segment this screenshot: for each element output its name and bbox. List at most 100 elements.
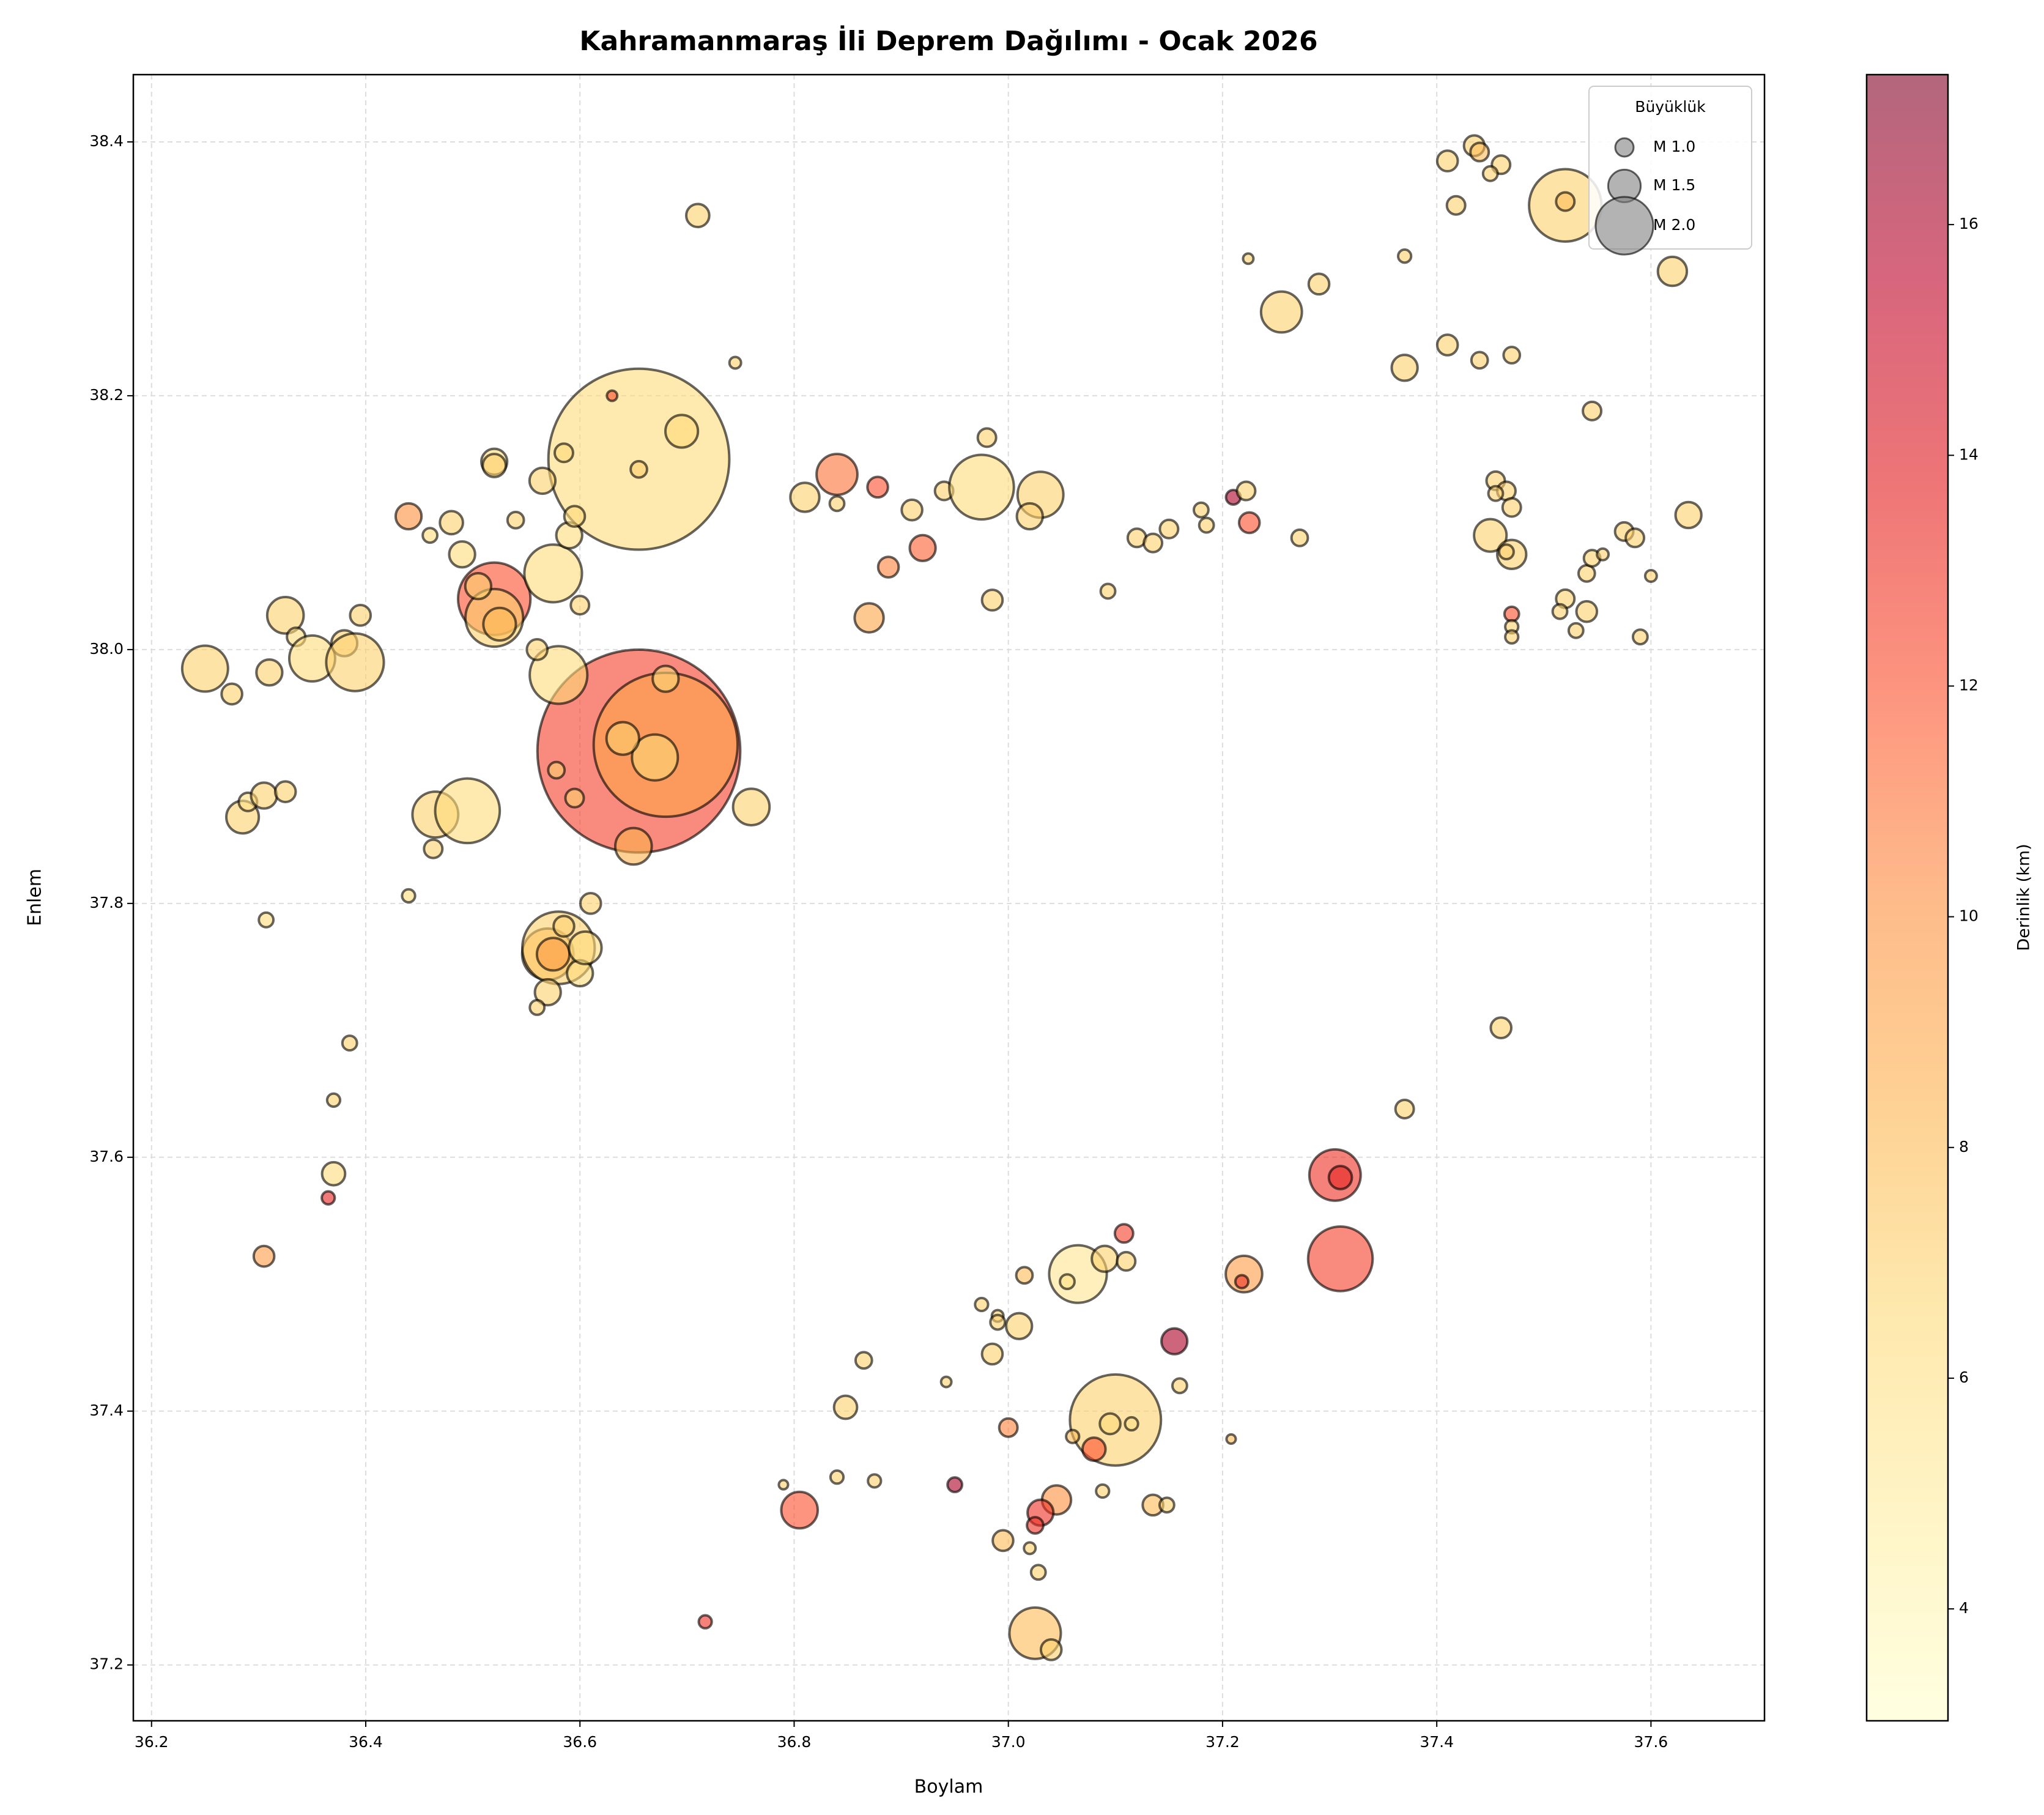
chart-title: Kahramanmaraş İli Deprem Dağılımı - Ocak… xyxy=(579,24,1317,57)
legend-marker xyxy=(1614,137,1635,158)
legend-label: M 1.5 xyxy=(1653,176,1695,194)
earthquake-bubble xyxy=(1015,1266,1034,1285)
earthquake-bubble xyxy=(1306,1225,1374,1293)
plot-frame xyxy=(132,73,1766,1722)
earthquake-bubble xyxy=(1502,346,1522,365)
earthquake-bubble xyxy=(876,555,900,579)
earthquake-bubble xyxy=(1095,1483,1111,1499)
earthquake-bubble xyxy=(1481,165,1499,182)
earthquake-bubble xyxy=(552,915,576,938)
earthquake-bubble xyxy=(1026,1516,1045,1535)
earthquake-bubble xyxy=(631,733,679,782)
earthquake-bubble xyxy=(533,978,562,1007)
earthquake-bubble xyxy=(1327,1165,1353,1190)
earthquake-bubble xyxy=(1113,1223,1135,1244)
x-tick-label: 37.2 xyxy=(1205,1733,1240,1751)
earthquake-bubble xyxy=(325,632,385,692)
earthquake-bubble xyxy=(1631,628,1649,646)
x-tick-label: 36.8 xyxy=(777,1733,812,1751)
earthquake-bubble xyxy=(1445,195,1467,216)
earthquake-bubble xyxy=(1234,1274,1250,1290)
earthquake-bubble xyxy=(341,1034,358,1052)
earthquake-bubble xyxy=(1577,564,1596,583)
earthquake-bubble xyxy=(325,1092,342,1108)
earthquake-bubble xyxy=(731,787,771,826)
earthquake-bubble xyxy=(1059,1273,1076,1291)
x-tick-label: 36.4 xyxy=(349,1733,383,1751)
earthquake-bubble xyxy=(448,540,476,569)
earthquake-bubble xyxy=(1394,1098,1415,1119)
earthquake-bubble xyxy=(569,595,591,616)
earthquake-bubble xyxy=(1242,252,1255,265)
earthquake-bubble xyxy=(946,1476,964,1494)
x-tick-label: 36.6 xyxy=(563,1733,597,1751)
earthquake-bubble xyxy=(605,721,640,756)
earthquake-bubble xyxy=(948,453,1015,521)
colorbar-tick-label: 12 xyxy=(1959,676,1979,694)
earthquake-bubble xyxy=(853,602,885,634)
earthquake-bubble xyxy=(481,453,507,478)
earthquake-bubble xyxy=(1160,1327,1189,1356)
earthquake-bubble xyxy=(579,892,602,915)
y-tick-label: 38.2 xyxy=(89,386,124,404)
earthquake-bubble xyxy=(1124,1416,1139,1432)
x-tick-label: 36.2 xyxy=(135,1733,169,1751)
earthquake-bubble xyxy=(423,838,444,859)
earthquake-bubble xyxy=(525,638,549,661)
earthquake-bubble xyxy=(553,442,574,464)
earthquake-bubble xyxy=(564,787,585,809)
colorbar-tick-label: 14 xyxy=(1959,445,1979,463)
y-tick-label: 37.6 xyxy=(89,1148,124,1165)
legend-label: M 1.0 xyxy=(1653,138,1695,155)
earthquake-bubble xyxy=(777,1479,790,1491)
earthquake-bubble xyxy=(1551,603,1569,620)
earthquake-bubble xyxy=(866,475,889,499)
legend-marker xyxy=(1594,196,1654,256)
earthquake-bubble xyxy=(780,1490,820,1530)
legend-label: M 2.0 xyxy=(1653,216,1695,234)
earthquake-bubble xyxy=(1656,255,1689,288)
earthquake-bubble xyxy=(265,596,305,635)
earthquake-bubble xyxy=(568,930,603,966)
earthquake-bubble xyxy=(908,533,937,563)
earthquake-bubble xyxy=(1235,480,1257,502)
earthquake-bubble xyxy=(613,826,653,866)
y-tick-label: 37.8 xyxy=(89,894,124,911)
earthquake-bubble xyxy=(1142,532,1164,554)
earthquake-bubble xyxy=(528,645,589,705)
earthquake-bubble xyxy=(320,1190,336,1206)
earthquake-bubble xyxy=(528,999,546,1016)
earthquake-bubble xyxy=(482,606,517,642)
earthquake-bubble xyxy=(867,1473,883,1489)
earthquake-bubble xyxy=(684,202,711,229)
earthquake-bubble xyxy=(547,760,566,780)
earthquake-bubble xyxy=(697,1614,713,1630)
earthquake-bubble xyxy=(1005,1312,1034,1340)
y-axis-label: Enlem xyxy=(24,869,46,926)
earthquake-bubble xyxy=(1158,518,1180,540)
earthquake-bubble xyxy=(1023,1541,1037,1556)
earthquake-bubble xyxy=(1091,1244,1119,1273)
colorbar-tick-label: 6 xyxy=(1959,1368,1969,1386)
earthquake-bubble xyxy=(1469,141,1490,163)
earthquake-bubble xyxy=(854,1351,873,1370)
y-tick-label: 38.4 xyxy=(89,132,124,150)
earthquake-bubble xyxy=(1158,1496,1176,1514)
earthquake-bubble xyxy=(974,1296,990,1313)
earthquake-bubble xyxy=(1029,1564,1047,1581)
earthquake-bubble xyxy=(528,466,557,496)
earthquake-bubble xyxy=(1504,629,1520,645)
earthquake-bubble xyxy=(257,911,275,929)
earthquake-bubble xyxy=(320,1160,347,1187)
earthquake-bubble xyxy=(976,427,998,448)
x-axis-label: Boylam xyxy=(914,1776,983,1798)
x-tick-label: 37.6 xyxy=(1634,1733,1668,1751)
earthquake-bubble xyxy=(421,527,439,544)
earthquake-bubble xyxy=(1171,1377,1188,1395)
earthquake-bubble xyxy=(815,453,859,496)
earthquake-bubble xyxy=(1596,547,1610,562)
legend-title: Büyüklük xyxy=(1635,98,1706,116)
earthquake-bubble xyxy=(828,495,846,513)
earthquake-bubble xyxy=(394,502,423,531)
